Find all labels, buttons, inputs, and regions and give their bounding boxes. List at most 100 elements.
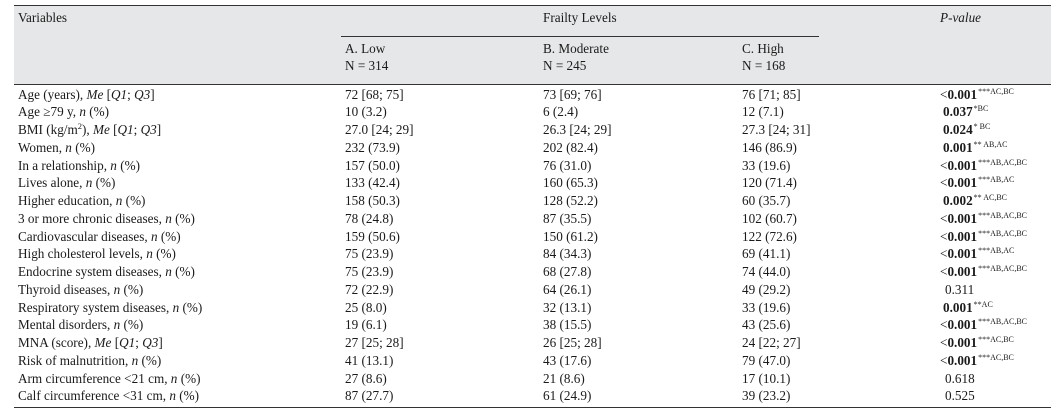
bottom-rule [14,406,1051,408]
group-b-value: 128 (52.2) [543,193,598,208]
group-b-value: 76 (31.0) [543,157,592,173]
p-value: <0.001***AC,BC [940,86,1014,102]
table-row: Lives alone, n (%) 133 (42.4) 160 (65.3) 12… [14,175,1051,193]
row-label: Respiratory system diseases, n (%) [18,299,203,315]
significance-marker: ** AC,BC [973,193,1008,202]
p-value: <0.001***AB,AC,BC [940,317,1028,333]
row-label: Risk of malnutrition, n (%) [18,352,162,368]
p-value: <0.001***AB,AC,BC [940,210,1028,226]
significance-marker: **AC [973,299,993,309]
row-label: 3 or more chronic diseases, n (%) [18,210,195,226]
group-a-value: 25 (8.0) [345,299,387,315]
p-value: <0.001***AB,AC,BC [940,264,1028,279]
table-row: Higher education, n (%) 158 (50.3) 128 (52… [14,193,1051,211]
table-row: MNA (score), Me [Q1; Q3] 27 [25; 28] 26 [2… [14,335,1051,353]
group-b-value: 38 (15.5) [543,317,592,333]
table-row: Arm circumference <21 cm, n (%) 27 (8.6) 2… [14,371,1051,389]
group-a-value: 41 (13.1) [345,352,394,368]
p-value: <0.001***AB,AC,BC [940,228,1028,244]
group-b-value: 21 (8.6) [543,370,585,386]
group-a-value: 10 (3.2) [345,104,387,120]
table-row: Age ≥79 y, n (%) 10 (3.2) 6 (2.4) 12 (7.1) 0… [14,104,1051,122]
table-row: Risk of malnutrition, n (%) 41 (13.1) 43 (… [14,353,1051,371]
group-c-value: 33 (19.6) [742,299,791,315]
row-label: Calf circumference <31 cm, n (%) [18,388,199,404]
row-label: Cardiovascular diseases, n (%) [18,228,181,244]
table-row: High cholesterol levels, n (%) 75 (23.9) 8… [14,246,1051,264]
p-value: 0.618 [945,370,975,386]
group-b-value: 87 (35.5) [543,210,592,226]
table-row: BMI (kg/m2), Me [Q1; Q3] 27.0 [24; 29] 26.… [14,122,1051,140]
p-value: <0.001***AC,BC [940,352,1014,368]
significance-marker: ***AB,AC [978,175,1015,185]
group-a-value: 27.0 [24; 29] [345,122,414,137]
table-row: Respiratory system diseases, n (%) 25 (8.… [14,300,1051,318]
p-value: 0.001**AC [943,299,993,315]
table-row: 3 or more chronic diseases, n (%) 78 (24.… [14,211,1051,229]
group-b-value: 160 (65.3) [543,175,598,191]
p-value: 0.037*BC [943,104,989,120]
group-b-value: 43 (17.6) [543,352,592,368]
row-label: Age (years), Me [Q1; Q3] [18,86,155,102]
group-b-n: N = 245 [543,58,587,73]
table-row: Women, n (%) 232 (73.9) 202 (82.4) 146 (86.… [14,140,1051,158]
group-a-value: 75 (23.9) [345,246,394,262]
significance-marker: *BC [973,104,989,114]
header-bottom-rule [14,84,1051,85]
table-row: Cardiovascular diseases, n (%) 159 (50.6)… [14,229,1051,247]
group-b-value: 84 (34.3) [543,246,592,262]
header-p-value: P-value [940,10,982,25]
table-header-background [14,5,1051,84]
group-c-name: C. High [742,41,784,56]
group-b-value: 64 (26.1) [543,281,592,297]
group-a-value: 75 (23.9) [345,264,394,279]
group-a-n: N = 314 [345,58,389,73]
significance-marker: ***AB,AC,BC [978,317,1028,327]
row-label: Higher education, n (%) [18,193,146,208]
p-value: 0.024* BC [943,122,991,137]
group-c-n: N = 168 [742,58,786,73]
row-label: Endocrine system diseases, n (%) [18,264,195,279]
row-label: Age ≥79 y, n (%) [18,104,109,120]
p-value: <0.001***AB,AC [940,175,1015,191]
group-a-value: 232 (73.9) [345,139,400,155]
group-b-value: 68 (27.8) [543,264,592,279]
top-rule [14,5,1051,6]
p-value: <0.001***AC,BC [940,335,1014,350]
group-a-value: 19 (6.1) [345,317,387,333]
row-label: In a relationship, n (%) [18,157,140,173]
table-row: Mental disorders, n (%) 19 (6.1) 38 (15.5)… [14,317,1051,335]
group-b-value: 73 [69; 76] [543,86,602,102]
significance-marker: * BC [973,122,991,131]
significance-marker: ***AB,AC,BC [978,157,1028,167]
group-a-name: A. Low [345,41,386,56]
row-label: MNA (score), Me [Q1; Q3] [18,335,163,350]
group-c-value: 120 (71.4) [742,175,797,191]
group-c-value: 33 (19.6) [742,157,791,173]
group-a-value: 27 [25; 28] [345,335,404,350]
table-row: Endocrine system diseases, n (%) 75 (23.9… [14,264,1051,282]
significance-marker: ***AB,AC,BC [978,264,1028,273]
table-row: Thyroid diseases, n (%) 72 (22.9) 64 (26.1… [14,282,1051,300]
row-label: BMI (kg/m2), Me [Q1; Q3] [18,121,162,137]
group-b-value: 61 (24.9) [543,388,592,404]
group-c-value: 39 (23.2) [742,388,791,404]
group-b-value: 202 (82.4) [543,139,598,155]
group-b-value: 32 (13.1) [543,299,592,315]
group-a-value: 87 (27.7) [345,388,394,404]
group-c-value: 12 (7.1) [742,104,784,120]
row-label: Mental disorders, n (%) [18,317,144,333]
p-value: <0.001***AB,AC [940,246,1015,262]
significance-marker: ***AB,AC,BC [978,210,1028,220]
group-c-value: 43 (25.6) [742,317,791,333]
group-a-value: 157 (50.0) [345,157,400,173]
significance-marker: ***AC,BC [978,335,1014,344]
p-value: 0.002** AC,BC [943,193,1008,208]
group-a-value: 72 (22.9) [345,281,394,297]
group-c-value: 17 (10.1) [742,370,791,386]
table-row: In a relationship, n (%) 157 (50.0) 76 (31… [14,158,1051,176]
group-c-value: 60 (35.7) [742,193,791,208]
group-b-value: 150 (61.2) [543,228,598,244]
significance-marker: ***AB,AC,BC [978,228,1028,238]
group-c-value: 76 [71; 85] [742,86,801,102]
